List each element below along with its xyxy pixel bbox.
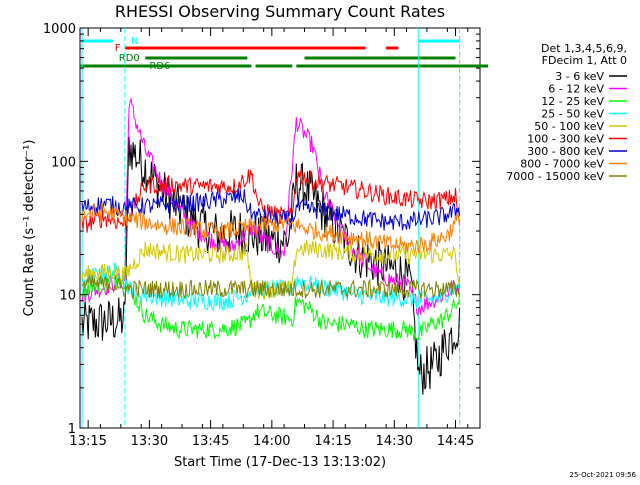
legend-header-line-2: FDecim 1, Att 0 [542, 54, 627, 67]
axes: 13:15 13:30 13:45 14:00 14:15 14:30 14:45 1 10 10… [43, 22, 480, 449]
legend-header-line-1: Det 1,3,4,5,6,9, [541, 42, 627, 55]
series-line-2 [81, 270, 461, 341]
legend-entry-label: 7000 - 15000 keV [506, 170, 604, 183]
y-tick-label: 100 [51, 155, 76, 170]
legend-entry-label: 25 - 50 keV [541, 108, 604, 121]
chart-title: RHESSI Observing Summary Count Rates [115, 2, 445, 21]
x-tick-label: 14:45 [437, 434, 474, 449]
series-line-8 [81, 275, 460, 300]
x-tick-label: 14:00 [253, 434, 290, 449]
rd0-bar-label: RD0 [119, 53, 140, 64]
rd6-bar-label: RD6 [149, 61, 170, 72]
series-line-1 [81, 97, 461, 317]
y-axis-label: Count Rate (s⁻¹ detector⁻¹) [22, 140, 37, 317]
legend-entry-label: 800 - 7000 keV [520, 158, 604, 171]
legend: Det 1,3,4,5,6,9, FDecim 1, Att 0 3 - 6 k… [506, 42, 627, 183]
y-tick-label: 1000 [43, 22, 76, 37]
y-tick-label: 1 [68, 422, 76, 437]
series-line-5 [81, 169, 461, 233]
x-tick-label: 13:45 [192, 434, 229, 449]
flare-bar-label: F [115, 43, 121, 54]
vertical-markers [81, 28, 461, 428]
y-tick-label: 10 [59, 289, 76, 304]
x-tick-label: 13:15 [69, 434, 106, 449]
series-line-6 [81, 188, 461, 231]
x-tick-label: 13:30 [131, 434, 168, 449]
plot-frame [79, 27, 481, 429]
legend-entry-label: 100 - 300 keV [527, 133, 604, 146]
night-bar-label: N [131, 36, 138, 47]
legend-entry-label: 50 - 100 keV [534, 120, 604, 133]
x-tick-label: 14:15 [314, 434, 351, 449]
legend-entry-label: 300 - 800 keV [527, 145, 604, 158]
x-tick-label: 14:30 [376, 434, 413, 449]
legend-entry-label: 3 - 6 keV [555, 70, 604, 83]
series-layer [81, 97, 461, 395]
legend-entry-label: 12 - 25 keV [541, 95, 604, 108]
x-axis-label: Start Time (17-Dec-13 13:13:02) [174, 455, 386, 470]
legend-entry-label: 6 - 12 keV [548, 83, 604, 96]
footer-timestamp: 25-Oct-2021 09:56 [570, 471, 637, 479]
series-line-7 [81, 202, 461, 255]
